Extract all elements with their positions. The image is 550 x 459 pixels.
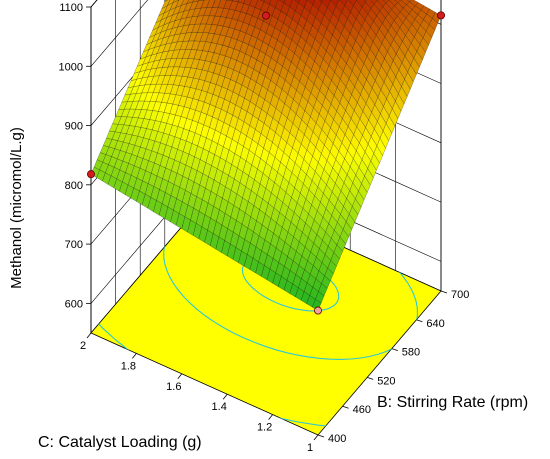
design-point-5: [261, 11, 270, 20]
surface-cell: [363, 0, 368, 3]
y-tick-mark: [132, 353, 137, 359]
x-tick-mark: [440, 290, 448, 294]
y-tick-mark: [313, 434, 319, 441]
x-tick-label: 640: [426, 318, 444, 330]
x-tick-mark: [342, 405, 349, 409]
z-tick-label: 900: [65, 121, 83, 133]
z-tick-label: 800: [65, 180, 83, 192]
x-tick-mark: [367, 377, 374, 380]
x-axis-title: B: Stirring Rate (rpm): [377, 394, 528, 411]
x-tick-label: 460: [353, 404, 371, 416]
design-point-2: [436, 11, 445, 20]
y-tick-label: 1.8: [121, 360, 136, 372]
y-tick-mark: [177, 373, 183, 380]
y-tick-mark: [86, 332, 92, 339]
y-tick-label: 1: [307, 442, 313, 454]
design-point-3: [87, 170, 96, 179]
axis-ticks: 600 700 800 900 1000 1100 1 1.2 1.4 1.6 1.8 2 400 460…: [59, 2, 470, 454]
design-point-1: [313, 306, 322, 315]
y-tick-mark: [268, 414, 273, 420]
y-axis-title: C: Catalyst Loading (g): [38, 434, 202, 451]
z-tick-label: 600: [65, 298, 83, 310]
x-tick-label: 580: [402, 347, 420, 359]
y-tick-label: 2: [80, 340, 86, 352]
x-tick-mark: [416, 319, 423, 323]
y-tick-label: 1.2: [257, 422, 272, 434]
z-tick-label: 1100: [59, 2, 83, 14]
x-tick-mark: [391, 348, 398, 351]
z-tick-label: 700: [65, 239, 83, 251]
response-surface: [90, 0, 442, 311]
design-points: [87, 11, 445, 315]
z-tick-label: 1000: [59, 61, 83, 73]
y-tick-label: 1.6: [166, 381, 181, 393]
y-tick-mark: [222, 393, 228, 400]
x-tick-mark: [317, 434, 325, 438]
z-gridline: [90, 0, 442, 67]
x-tick-label: 700: [451, 289, 469, 301]
z-axis-title: Methanol (micromol/L.g): [8, 127, 25, 289]
x-tick-label: 520: [377, 375, 395, 387]
y-tick-label: 1.4: [212, 401, 227, 413]
x-tick-label: 400: [328, 433, 346, 445]
